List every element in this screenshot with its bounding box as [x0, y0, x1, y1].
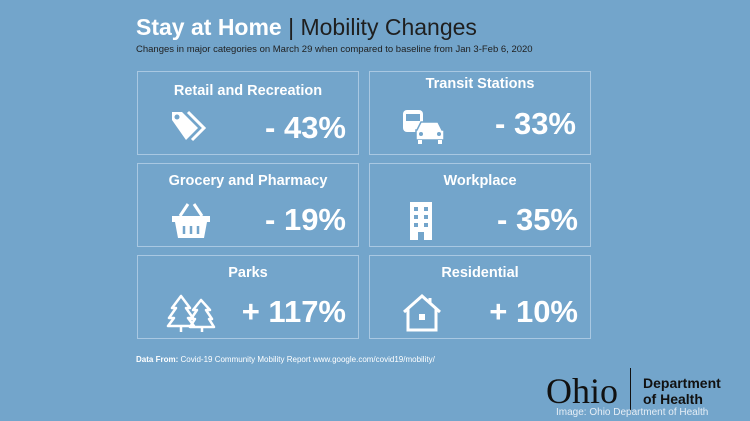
- card-label: Transit Stations: [425, 76, 535, 92]
- card-value: - 35%: [497, 202, 578, 237]
- title-rest: Mobility Changes: [300, 14, 477, 40]
- basket-icon: [172, 203, 210, 238]
- card-value: - 19%: [265, 202, 346, 237]
- card-label: Residential: [441, 265, 519, 281]
- source-prefix: Data From:: [136, 355, 179, 364]
- tag-icon: [172, 110, 207, 142]
- card-workplace: Workplace - 35%: [369, 163, 591, 247]
- card-grocery: Grocery and Pharmacy - 19%: [137, 163, 359, 247]
- house-icon: [403, 293, 441, 332]
- trees-icon: [166, 294, 216, 332]
- card-label: Workplace: [443, 173, 517, 189]
- ohio-dept-health-logo: Ohio Department of Health: [546, 368, 721, 414]
- card-value: - 43%: [265, 110, 346, 145]
- card-parks: Parks + 117%: [137, 255, 359, 339]
- card-transit: Transit Stations - 33%: [369, 71, 591, 155]
- source-text: Covid-19 Community Mobility Report www.g…: [180, 355, 435, 364]
- bus-car-icon: [403, 110, 445, 144]
- card-label: Retail and Recreation: [173, 83, 323, 99]
- card-value: + 117%: [241, 294, 346, 329]
- card-label: Parks: [228, 265, 268, 281]
- card-value: - 33%: [495, 106, 576, 141]
- card-label: Grocery and Pharmacy: [168, 173, 328, 189]
- image-credit: Image: Ohio Department of Health: [556, 407, 709, 418]
- card-value: + 10%: [489, 294, 578, 329]
- building-icon: [410, 202, 432, 240]
- logo-divider: [630, 368, 631, 414]
- logo-dept-line2: of Health: [643, 391, 703, 407]
- logo-ohio: Ohio: [546, 371, 618, 411]
- title-separator: |: [288, 14, 295, 40]
- logo-dept: Department of Health: [643, 375, 721, 407]
- subtitle: Changes in major categories on March 29 …: [136, 44, 533, 55]
- card-retail: Retail and Recreation - 43%: [137, 71, 359, 155]
- data-source: Data From: Covid-19 Community Mobility R…: [136, 355, 435, 364]
- title-bold: Stay at Home: [136, 14, 282, 40]
- card-residential: Residential + 10%: [369, 255, 591, 339]
- page-title: Stay at Home | Mobility Changes: [136, 14, 477, 41]
- logo-dept-line1: Department: [643, 375, 721, 391]
